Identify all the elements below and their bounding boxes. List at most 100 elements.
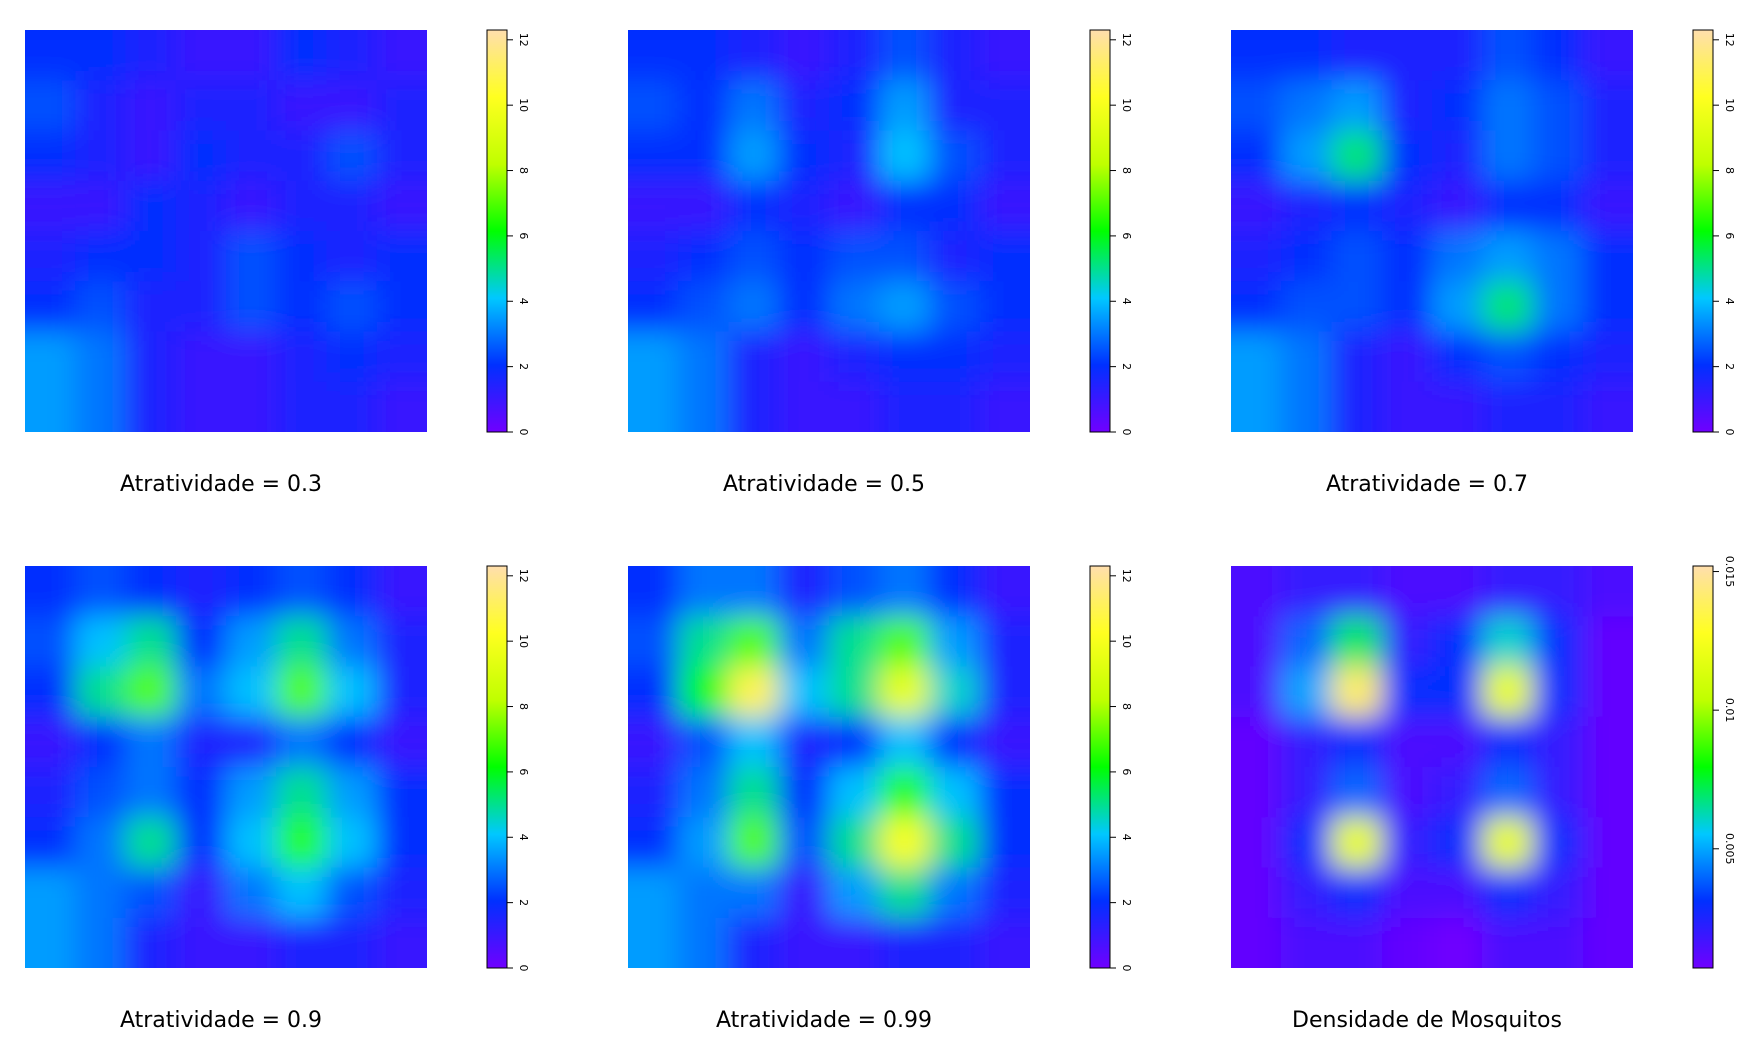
heatmap-cell [1432, 231, 1484, 283]
heatmap [628, 30, 1030, 432]
heatmap-cell [678, 817, 730, 869]
heatmap-cell [829, 180, 881, 232]
heatmap-cell [929, 616, 981, 668]
heatmap-cell [1482, 767, 1534, 819]
heatmap-cell [125, 130, 177, 182]
heatmap-cell [628, 80, 680, 132]
heatmap-cell [25, 30, 77, 82]
heatmap-cell [376, 767, 427, 819]
heatmap-cell [125, 281, 177, 333]
heatmap-cell [1381, 231, 1433, 283]
heatmap-cell [929, 231, 981, 283]
heatmap-cell [829, 80, 881, 132]
heatmap [1231, 30, 1633, 432]
heatmap-cell [175, 666, 227, 718]
heatmap-cell [1582, 30, 1633, 82]
heatmap-cell [376, 331, 427, 383]
colorbar-tick-label: 0 [1723, 429, 1736, 436]
heatmap-cell [75, 381, 127, 432]
heatmap-cell [25, 867, 77, 919]
heatmap-cell [175, 817, 227, 869]
heatmap-cell [929, 917, 981, 968]
colorbar-tick-label: 6 [1120, 768, 1133, 775]
heatmap-cell [1231, 381, 1283, 432]
heatmap-cell [1231, 867, 1283, 919]
heatmap-cell [929, 331, 981, 383]
panel-title: Atratividade = 0.9 [120, 1008, 322, 1033]
heatmap-cell [1432, 716, 1484, 768]
heatmap-cell [376, 130, 427, 182]
heatmap-cell [376, 80, 427, 132]
heatmap-cell [326, 566, 378, 618]
heatmap-cell [628, 716, 680, 768]
colorbar [1089, 29, 1111, 433]
heatmap-cell [125, 180, 177, 232]
heatmap-cell [1331, 180, 1383, 232]
heatmap-cell [1281, 767, 1333, 819]
heatmap-cell [25, 80, 77, 132]
heatmap-cell [125, 917, 177, 968]
heatmap-cell [728, 716, 780, 768]
colorbar-tick-label: 0 [517, 965, 530, 972]
heatmap-cell [1381, 867, 1433, 919]
heatmap-cell [929, 180, 981, 232]
heatmap-cell [979, 30, 1030, 82]
heatmap-cell [829, 716, 881, 768]
heatmap-cell [1381, 767, 1433, 819]
heatmap-cell [1482, 180, 1534, 232]
heatmap-cell [628, 817, 680, 869]
heatmap-cell [1231, 716, 1283, 768]
heatmap-cell [226, 616, 278, 668]
heatmap-cell [75, 80, 127, 132]
heatmap-cell [226, 767, 278, 819]
heatmap-cell [276, 666, 328, 718]
heatmap-cell [1532, 817, 1584, 869]
heatmap-cell [376, 281, 427, 333]
heatmap-cell [929, 716, 981, 768]
heatmap [628, 566, 1030, 968]
heatmap-cell [276, 767, 328, 819]
heatmap-cell [75, 867, 127, 919]
colorbar-tick-label: 2 [1120, 363, 1133, 370]
heatmap-cell [125, 767, 177, 819]
colorbar-tick-label: 6 [517, 232, 530, 239]
heatmap-cell [929, 867, 981, 919]
heatmap-cell [929, 666, 981, 718]
heatmap-cell [778, 180, 830, 232]
heatmap-cell [1482, 616, 1534, 668]
heatmap-cell [75, 616, 127, 668]
heatmap-cell [1482, 130, 1534, 182]
heatmap-cell [829, 817, 881, 869]
heatmap-cell [778, 130, 830, 182]
heatmap-cell [1582, 331, 1633, 383]
heatmap-cell [226, 180, 278, 232]
heatmap-cell [1231, 281, 1283, 333]
panel-title: Atratividade = 0.5 [723, 472, 925, 497]
panel: 0.005 0.01 0.015 Densidade de Mosquitos [1231, 556, 1736, 1033]
heatmap-cell [125, 80, 177, 132]
heatmap-cell [628, 917, 680, 968]
heatmap-cell [778, 917, 830, 968]
heatmap-cells [628, 566, 1030, 968]
colorbar-tick-label: 10 [1723, 98, 1736, 112]
heatmap-cell [276, 30, 328, 82]
heatmap-cell [1482, 331, 1534, 383]
heatmap-cell [1582, 566, 1633, 618]
heatmap-cell [175, 917, 227, 968]
heatmap-cell [1532, 130, 1584, 182]
heatmap-cell [175, 80, 227, 132]
heatmap-cell [879, 130, 931, 182]
heatmap-cell [326, 867, 378, 919]
heatmap-cell [75, 666, 127, 718]
heatmap-cell [778, 231, 830, 283]
heatmap-cell [175, 231, 227, 283]
heatmap-cell [728, 30, 780, 82]
heatmap-cell [326, 767, 378, 819]
heatmap-cell [1432, 180, 1484, 232]
heatmap-cell [1582, 130, 1633, 182]
heatmap-cell [628, 381, 680, 432]
heatmap-cells [1231, 30, 1633, 432]
heatmap-cell [728, 666, 780, 718]
heatmap-cells [25, 566, 427, 968]
heatmap-cell [125, 566, 177, 618]
